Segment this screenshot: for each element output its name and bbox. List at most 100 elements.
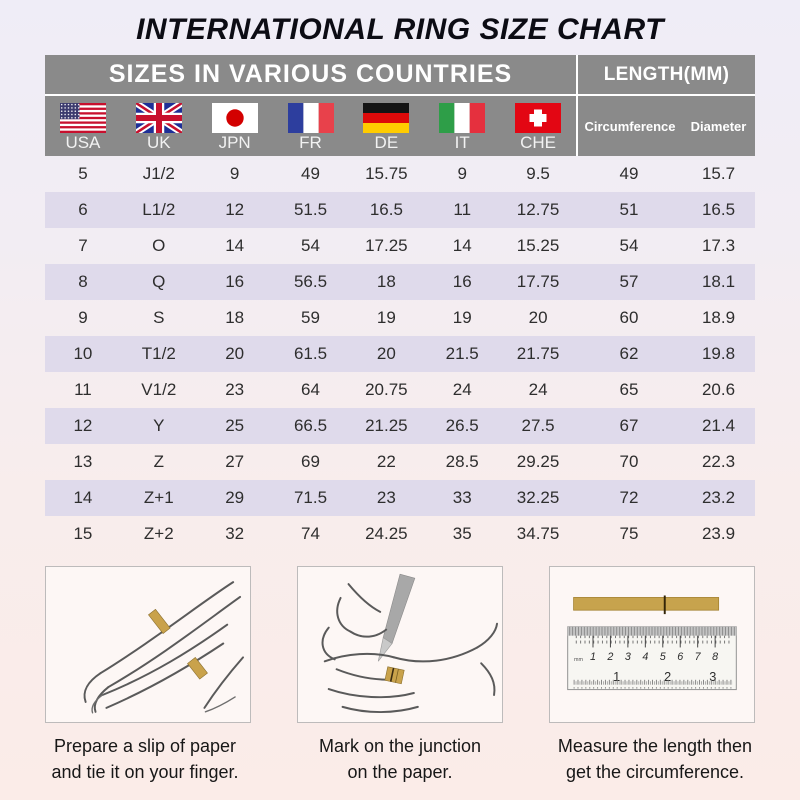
size-cell: 21.75: [516, 344, 560, 363]
size-cell: 9.5: [526, 164, 550, 183]
size-cell: 56.5: [293, 272, 328, 291]
size-cell: 32.25: [516, 488, 560, 507]
header-length-mm: LENGTH(MM): [578, 55, 755, 96]
jpn-flag-icon: [211, 103, 258, 133]
table-row: 10 T1/2 20 61.5 20 21.5 21.75 62 19.8: [45, 336, 755, 372]
size-cell: 20: [528, 308, 548, 327]
size-cell: 21.5: [445, 344, 479, 363]
size-cell: 22: [376, 452, 396, 471]
size-cell: 19: [452, 308, 472, 327]
size-cell: V1/2: [141, 380, 177, 399]
size-cell: 59: [301, 308, 320, 327]
che-flag-icon: [515, 103, 562, 133]
ruler-mm-number: 7: [695, 651, 702, 663]
size-cell: 20: [225, 344, 245, 363]
size-cell: 26.5: [445, 416, 479, 435]
column-header-jpn: JPN: [197, 96, 273, 156]
size-cell: 17.25: [365, 236, 408, 255]
size-cell: 14: [73, 488, 93, 507]
size-cell: 28.5: [445, 452, 479, 471]
column-header-fr: FR: [273, 96, 349, 156]
size-cell: 10: [73, 344, 93, 363]
caption-line: Prepare a slip of paper: [53, 736, 237, 756]
ruler-mm-number: 4: [642, 651, 648, 663]
table-row: 12 Y 25 66.5 21.25 26.5 27.5 67 21.4: [45, 408, 755, 444]
size-cell: O: [152, 236, 166, 255]
table-row: 9 S 18 59 19 19 20 60 18.9: [45, 300, 755, 336]
size-cell: 9: [78, 308, 88, 327]
table-row: 5 J1/2 9 49 15.75 9 9.5 49 15.7: [45, 156, 755, 192]
table-row: 15 Z+2 32 74 24.25 35 34.75 75 23.9: [45, 516, 755, 552]
pen-marking-junction-icon: [297, 566, 503, 723]
size-cell: 29: [225, 488, 245, 507]
size-cell: 16.5: [369, 200, 403, 219]
size-table: SIZES IN VARIOUS COUNTRIES: [45, 55, 755, 552]
ruler-inch-number: 1: [613, 669, 620, 684]
flags-row: USA UK: [45, 96, 576, 156]
caption-line: on the paper.: [347, 762, 453, 782]
size-cell: 17.3: [701, 236, 736, 255]
size-cell: 15.25: [516, 236, 560, 255]
size-cell: 29.25: [516, 452, 560, 471]
size-cell: 72: [619, 488, 639, 507]
hand-with-paper-strip-icon: [45, 566, 251, 723]
page-title: INTERNATIONAL RING SIZE CHART: [136, 13, 664, 46]
size-cell: 70: [619, 452, 639, 471]
size-cell: 33: [452, 488, 472, 507]
ruler-mm-number: 2: [606, 651, 613, 663]
ruler-mm-number: 3: [625, 651, 631, 663]
size-cell: Y: [153, 416, 165, 435]
size-cell: 12.75: [516, 200, 560, 219]
instruction-caption-2: Mark on the junction on the paper.: [277, 733, 523, 785]
size-cell: 54: [301, 236, 320, 255]
size-cell: 27: [225, 452, 245, 471]
size-cell: L1/2: [142, 200, 176, 219]
size-cell: 21.4: [701, 416, 736, 435]
table-row: 6 L1/2 12 51.5 16.5 11 12.75 51 16.5: [45, 192, 755, 228]
table-row: 8 Q 16 56.5 18 16 17.75 57 18.1: [45, 264, 755, 300]
size-cell: 23: [376, 488, 396, 507]
size-cell: 32: [225, 524, 245, 543]
size-cell: 5: [78, 164, 88, 183]
size-cell: 75: [619, 524, 639, 543]
ruler-unit-label: mm: [574, 657, 583, 663]
size-cell: T1/2: [141, 344, 176, 363]
fr-flag-icon: [287, 103, 334, 133]
column-header-usa: USA: [45, 96, 121, 156]
size-cell: 54: [619, 236, 639, 255]
column-header-de: DE: [348, 96, 424, 156]
size-cell: 15.7: [701, 164, 736, 183]
column-header-it: IT: [424, 96, 500, 156]
caption-line: Measure the length then: [557, 736, 753, 756]
size-cell: 19.8: [701, 344, 736, 363]
size-cell: 23.2: [701, 488, 736, 507]
size-cell: 17.75: [516, 272, 560, 291]
caption-line: and tie it on your finger.: [51, 762, 239, 782]
ruler-measuring-strip-icon: 1 2 3 4 5 6 7 8 mm 1 2 3: [549, 566, 755, 723]
size-cell: 27.5: [521, 416, 555, 435]
size-cell: 19: [376, 308, 396, 327]
size-cell: 11: [74, 380, 92, 399]
size-cell: 16: [225, 272, 245, 291]
size-cell: 21.25: [365, 416, 408, 435]
ruler-mm-number: 5: [660, 651, 667, 663]
size-cell: 60: [619, 308, 639, 327]
ruler-inch-number: 3: [709, 669, 716, 684]
instruction-caption-3: Measure the length then get the circumfe…: [532, 733, 778, 785]
country-label-jpn: JPN: [218, 133, 251, 152]
country-label-it: IT: [454, 133, 470, 152]
size-cell: 66.5: [293, 416, 328, 435]
size-cell: 18: [225, 308, 245, 327]
size-cell: 15.75: [365, 164, 408, 183]
size-cell: 65: [619, 380, 639, 399]
country-label-che: CHE: [520, 133, 557, 152]
size-cell: 9: [229, 164, 240, 183]
size-cell: 16: [452, 272, 472, 291]
size-cell: 62: [619, 344, 639, 363]
size-cell: S: [153, 308, 165, 327]
instruction-caption-1: Prepare a slip of paper and tie it on yo…: [22, 733, 268, 785]
instruction-captions: Prepare a slip of paper and tie it on yo…: [22, 733, 778, 785]
size-cell: 16.5: [701, 200, 736, 219]
size-cell: 49: [619, 164, 639, 183]
